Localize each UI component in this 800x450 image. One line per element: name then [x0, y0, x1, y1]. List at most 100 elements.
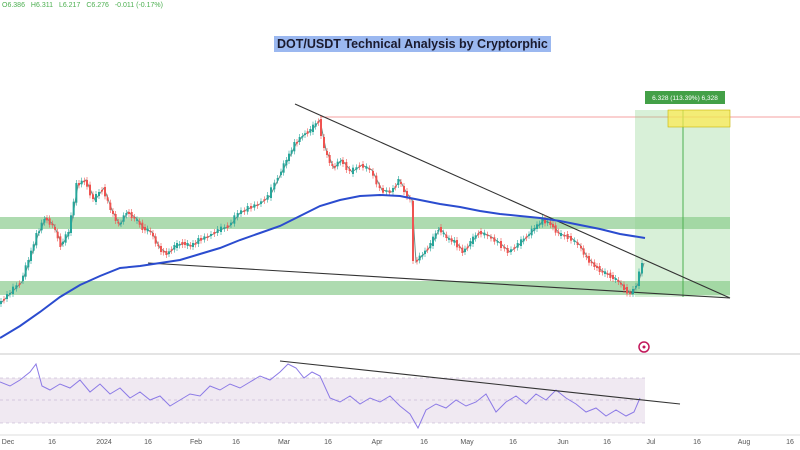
candle-body [109, 202, 112, 210]
candlesticks [0, 116, 643, 307]
candle-body [178, 244, 181, 246]
candle-body [138, 221, 141, 225]
candle-body [345, 162, 348, 170]
candle-body [70, 215, 72, 233]
candle-body [450, 238, 453, 242]
candle-body [293, 142, 296, 152]
candle-body [181, 242, 184, 245]
x-tick-label: 16 [48, 439, 56, 446]
candle-body [392, 188, 394, 192]
candle-body [18, 283, 21, 285]
candle-body [434, 233, 437, 239]
candle-body [213, 232, 216, 234]
candle-body [385, 190, 388, 192]
candle-body [453, 240, 456, 243]
ohlc-change: -0.011 (-0.17%) [114, 2, 163, 9]
candle-body [617, 280, 620, 282]
candle-body [233, 215, 236, 224]
candle-body [461, 247, 464, 253]
candle-body [552, 224, 554, 228]
x-tick-label: Jul [647, 439, 656, 446]
candle-body [606, 273, 609, 275]
candle-body [503, 247, 506, 249]
candle-body [474, 235, 477, 239]
candle-body [362, 164, 364, 168]
candle-body [339, 161, 342, 163]
candle-body [326, 151, 328, 155]
rsi-divergence-line [279, 360, 681, 405]
candle-body [64, 234, 67, 243]
candle-body [528, 234, 530, 236]
candle-body [604, 271, 606, 274]
candle-body [15, 285, 18, 289]
candle-body [260, 201, 262, 204]
candle-body [290, 150, 293, 154]
wedge-upper-line [294, 103, 731, 299]
candle-body [296, 142, 298, 144]
x-tick-label: May [460, 439, 474, 446]
candle-body [176, 243, 178, 248]
candle-body [95, 194, 97, 202]
candle-body [464, 248, 466, 252]
candle-body [59, 236, 62, 247]
candle-body [544, 218, 546, 224]
candle-body [500, 241, 502, 248]
candle-body [30, 250, 32, 261]
rsi-line [0, 362, 641, 430]
candle-body [210, 234, 212, 236]
rsi-band [0, 378, 645, 423]
ohlc-close: C6.276 [86, 2, 109, 9]
candle-body [490, 237, 492, 239]
candle-body [12, 286, 14, 294]
candle-body [331, 164, 334, 166]
candle-body [136, 219, 138, 221]
candle-body [3, 299, 5, 301]
candle-body [620, 283, 622, 285]
upper-supply-zone [0, 217, 730, 229]
candle-body [38, 231, 40, 233]
candle-body [83, 180, 86, 183]
candle-body [282, 163, 285, 173]
candle-body [513, 247, 516, 249]
candle-body [516, 243, 519, 248]
candle-body [458, 246, 461, 248]
candle-body [301, 136, 304, 138]
candle-body [253, 204, 256, 208]
candle-body [614, 278, 617, 280]
ohlc-low: L6.217 [58, 2, 81, 9]
candle-body [168, 251, 170, 254]
candle-body [273, 182, 276, 190]
candle-body [536, 224, 538, 229]
candle-body [184, 242, 186, 245]
candle-body [629, 292, 631, 294]
candle-body [32, 244, 35, 251]
candle-body [189, 245, 192, 247]
candle-body [114, 214, 117, 221]
candle-body [432, 236, 434, 246]
candle-body [598, 266, 601, 272]
candle-body [173, 245, 176, 250]
candle-body [206, 236, 209, 238]
candle-body [256, 204, 259, 206]
candle-body [141, 222, 144, 230]
candle-body [448, 238, 450, 240]
candle-body [588, 256, 590, 263]
candle-body [106, 197, 109, 201]
x-tick-label: 2024 [96, 439, 112, 446]
candle-body [51, 223, 54, 226]
candle-body [101, 190, 103, 192]
candle-body [496, 241, 499, 243]
candle-body [67, 232, 70, 237]
candle-body [43, 219, 46, 223]
measure-label: 6.328 (113.39%) 6,328 [652, 95, 718, 102]
candle-body [104, 187, 106, 197]
candle-body [220, 226, 222, 232]
candle-body [437, 230, 440, 232]
candle-body [601, 271, 604, 273]
candle-body [314, 123, 317, 127]
candle-body [368, 168, 371, 170]
candle-body [226, 225, 229, 228]
candle-body [223, 227, 226, 229]
candle-body [130, 212, 133, 218]
